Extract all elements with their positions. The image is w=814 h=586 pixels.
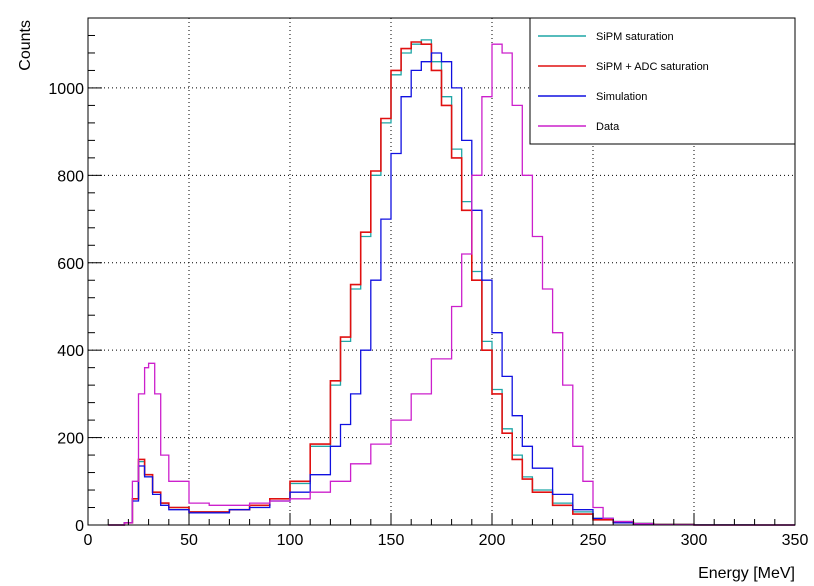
axis-layer: 0 50 100 150 200 250 300 350 0 200 400 600 800 1000 (48, 17, 809, 549)
series-layer (108, 39, 795, 526)
plot-frame (87, 17, 796, 526)
x-tick-label: 350 (782, 532, 809, 549)
legend-label: Data (596, 121, 620, 133)
series-line-sipm-adc-saturation (108, 41, 795, 526)
y-tick-label: 1000 (48, 81, 84, 98)
x-tick-label: 150 (378, 532, 405, 549)
legend-label: SiPM saturation (596, 31, 674, 43)
x-axis-label: Energy [MeV] (698, 565, 795, 582)
legend-label: SiPM + ADC saturation (596, 61, 709, 73)
x-tick-label: 250 (580, 532, 607, 549)
legend-label: Simulation (596, 91, 647, 103)
series-line-data (108, 43, 795, 526)
legend: SiPM saturation SiPM + ADC saturation Simu… (529, 17, 796, 145)
y-tick-label: 400 (57, 343, 84, 360)
legend-box (529, 17, 796, 145)
y-tick-label: 0 (75, 518, 84, 535)
x-tick-label: 0 (84, 532, 93, 549)
y-tick-label: 600 (57, 256, 84, 273)
x-tick-label: 300 (681, 532, 708, 549)
x-tick-label: 100 (277, 532, 304, 549)
y-axis-label: Counts (17, 20, 34, 71)
series-line-simulation (108, 52, 795, 526)
y-tick-label: 200 (57, 431, 84, 448)
x-tick-label: 200 (479, 532, 506, 549)
x-tick-label: 50 (180, 532, 198, 549)
y-tick-label: 800 (57, 168, 84, 185)
